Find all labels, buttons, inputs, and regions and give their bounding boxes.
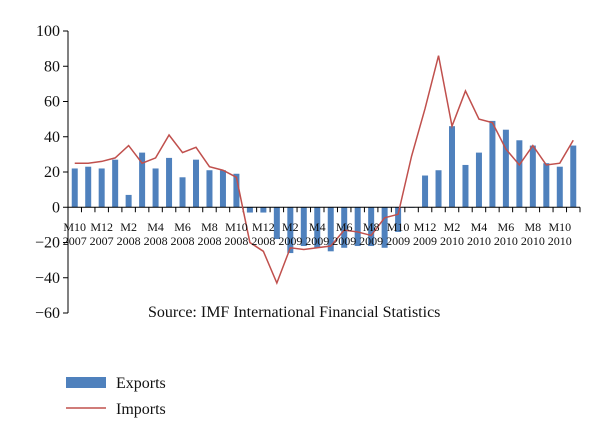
x-tick-label-year: 2009 [386, 234, 410, 248]
exports-bar-2009-09 [381, 207, 388, 248]
exports-bar-2009-01 [273, 207, 280, 239]
exports-bar-2008-11 [246, 207, 253, 213]
x-tick-label-month: M2 [282, 220, 299, 234]
exports-bar-2008-02 [125, 194, 132, 208]
x-tick-label-month: M8 [363, 220, 380, 234]
exports-bar-2010-07 [516, 140, 523, 208]
axes [63, 30, 581, 314]
x-tick-label-month: M8 [201, 220, 218, 234]
exports-bar-2009-05 [327, 207, 334, 252]
exports-bar-2007-10 [71, 168, 78, 208]
exports-bar-2009-03 [300, 207, 307, 247]
x-tick-label-year: 2010 [440, 234, 464, 248]
y-tick-label: −40 [35, 270, 60, 287]
x-tick-label-year: 2008 [197, 234, 221, 248]
exports-bar-2009-06 [341, 207, 348, 248]
legend-label-exports: Exports [116, 375, 166, 392]
exports-bar-2009-08 [368, 207, 375, 247]
exports-bar-2007-12 [98, 168, 105, 208]
exports-bar-2008-07 [193, 159, 199, 208]
x-tick-label-year: 2008 [117, 234, 141, 248]
exports-bar-2009-10 [395, 207, 402, 232]
x-tick-label-year: 2010 [494, 234, 518, 248]
x-tick-label-month: M10 [63, 220, 86, 234]
x-tick-label-year: 2009 [359, 234, 383, 248]
imports-line-group [74, 55, 574, 286]
x-tick-label-year: 2010 [521, 234, 545, 248]
exports-bar-2007-11 [85, 166, 92, 208]
exports-bar-2010-11 [570, 145, 577, 208]
x-tick-label-month: M6 [336, 220, 353, 234]
x-tick-label-month: M2 [120, 220, 137, 234]
exports-bar-2010-09 [543, 163, 550, 208]
y-tick-label: 100 [36, 23, 60, 40]
x-tick-label-year: 2009 [305, 234, 329, 248]
x-tick-label-year: 2007 [90, 234, 114, 248]
exports-bar-2008-04 [152, 168, 159, 208]
legend-label-imports: Imports [116, 401, 166, 418]
exports-bar-2010-02 [449, 126, 455, 208]
source-annotation: Source: IMF International Financial Stat… [148, 304, 440, 321]
exports-bar-2008-06 [179, 177, 186, 208]
y-tick-label: 80 [44, 58, 60, 75]
x-tick-label-month: M4 [147, 220, 164, 234]
x-tick-label-year: 2009 [413, 234, 437, 248]
exports-bar-2009-12 [422, 175, 429, 208]
y-tick-label: −20 [35, 235, 60, 252]
y-tick-label: 20 [44, 164, 60, 181]
y-tick-label: −60 [35, 305, 60, 322]
x-tick-label-year: 2008 [224, 234, 248, 248]
exports-bar-2008-10 [233, 173, 240, 208]
imports-line [74, 55, 574, 286]
x-tick-label-month: M10 [387, 220, 410, 234]
exports-bar-2009-02 [287, 207, 294, 254]
exports-bar-2008-09 [219, 170, 226, 208]
exports-bar-2008-12 [260, 207, 267, 213]
exports-bar-2008-05 [166, 157, 173, 208]
legend-swatch-exports [66, 377, 106, 388]
exports-bars [71, 120, 577, 254]
exports-bar-2009-04 [314, 207, 321, 248]
x-tick-label-month: M12 [414, 220, 437, 234]
exports-bar-2010-01 [435, 170, 442, 208]
x-tick-label-year: 2008 [171, 234, 195, 248]
x-tick-label-month: M10 [548, 220, 571, 234]
x-tick-label-month: M8 [525, 220, 542, 234]
y-tick-label: 0 [52, 199, 60, 216]
x-tick-label-month: M10 [225, 220, 248, 234]
x-tick-label-month: M6 [498, 220, 515, 234]
exports-bar-2010-03 [462, 164, 469, 208]
x-tick-label-year: 2010 [548, 234, 572, 248]
legend: Exports Imports [66, 375, 166, 418]
exports-bar-2010-06 [502, 129, 509, 208]
exports-bar-2010-10 [556, 166, 563, 208]
x-tick-label-year: 2008 [144, 234, 168, 248]
y-tick-label: 40 [44, 129, 60, 146]
x-tick-label-year: 2009 [278, 234, 302, 248]
exports-bar-2009-07 [354, 207, 361, 247]
x-tick-label-year: 2009 [332, 234, 356, 248]
x-tick-label-year: 2010 [467, 234, 491, 248]
x-tick-label-month: M6 [174, 220, 191, 234]
tick-labels: 100806040200−20−40−60M102007M122007M2200… [35, 23, 572, 322]
exports-bar-2008-01 [112, 159, 119, 208]
exports-bar-2008-03 [139, 152, 146, 208]
x-tick-label-month: M4 [471, 220, 488, 234]
exports-bar-2010-04 [475, 152, 482, 208]
y-tick-label: 60 [44, 94, 60, 111]
exports-bar-2010-08 [529, 145, 536, 208]
x-tick-label-year: 2007 [63, 234, 87, 248]
x-tick-label-year: 2008 [251, 234, 275, 248]
exports-bar-2010-05 [489, 120, 496, 208]
x-tick-label-month: M4 [309, 220, 326, 234]
x-tick-label-month: M2 [444, 220, 461, 234]
x-tick-label-month: M12 [252, 220, 275, 234]
exports-bar-2008-08 [206, 170, 213, 208]
x-tick-label-month: M12 [90, 220, 113, 234]
